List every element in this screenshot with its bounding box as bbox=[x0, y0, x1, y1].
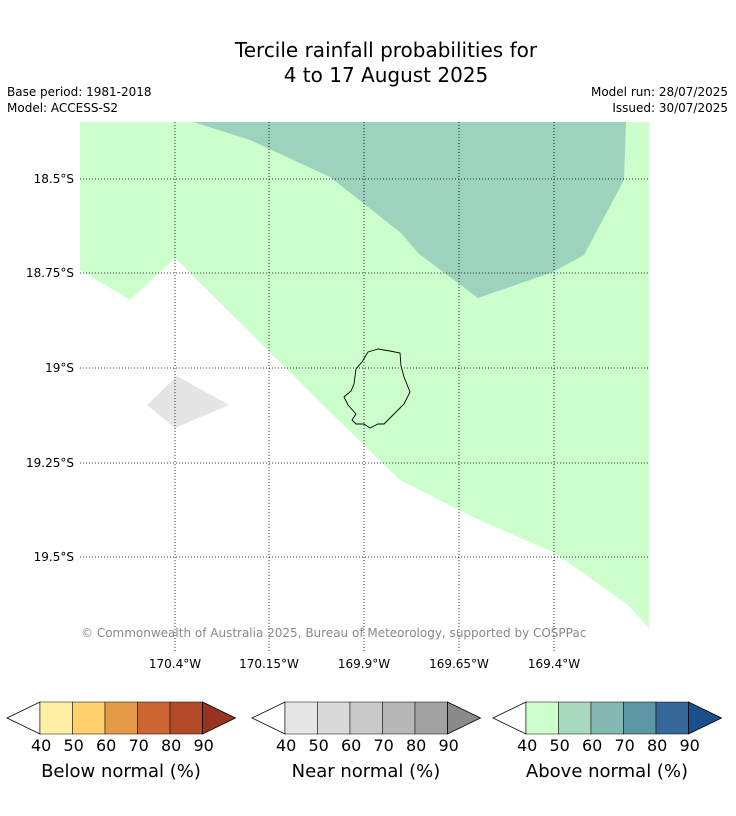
colorbar-swatch bbox=[137, 701, 171, 735]
latitude-label: 18.5°S bbox=[34, 172, 74, 186]
colorbar-min-extension bbox=[492, 701, 527, 735]
map-area bbox=[80, 122, 649, 652]
map: 18.5°S18.75°S19°S19.25°S19.5°S 170.4°W 17… bbox=[26, 122, 649, 671]
colorbar-max-extension bbox=[202, 701, 237, 735]
graticule bbox=[80, 122, 649, 652]
colorbar-swatch bbox=[317, 701, 351, 735]
colorbar-min-extension bbox=[251, 701, 286, 735]
colorbar-tick-label: 90 bbox=[193, 736, 214, 755]
model-run: Model run: 28/07/2025 bbox=[590, 85, 728, 99]
colorbar-tick-label: 90 bbox=[438, 736, 459, 755]
latitude-label: 19.25°S bbox=[26, 456, 74, 470]
island-outline bbox=[343, 348, 411, 429]
colorbar-tick-label: 50 bbox=[549, 736, 570, 755]
colorbar-tick-label: 40 bbox=[276, 736, 297, 755]
colorbar-tick-label: 50 bbox=[308, 736, 329, 755]
base-period: Base period: 1981-2018 bbox=[7, 85, 152, 99]
colorbar-tick-label: 40 bbox=[517, 736, 538, 755]
colorbar-tick-label: 60 bbox=[341, 736, 362, 755]
title-line-2: 4 to 17 August 2025 bbox=[283, 63, 489, 87]
longitude-label: 169.65°W bbox=[429, 657, 489, 671]
colorbar-tick-label: 70 bbox=[614, 736, 635, 755]
colorbar-swatch bbox=[382, 701, 416, 735]
colorbar-tick-label: 70 bbox=[373, 736, 394, 755]
latitude-label: 18.75°S bbox=[26, 266, 74, 280]
legend-below-caption: Below normal (%) bbox=[41, 761, 201, 782]
legend-near-caption: Near normal (%) bbox=[291, 761, 441, 782]
colorbar-swatch bbox=[590, 701, 624, 735]
colorbar-swatch bbox=[39, 701, 73, 735]
latitude-label: 19.5°S bbox=[34, 550, 74, 564]
copyright-note: © Commonwealth of Australia 2025, Bureau… bbox=[81, 626, 586, 640]
colorbar-tick-label: 80 bbox=[647, 736, 668, 755]
legend-above bbox=[492, 701, 723, 735]
longitude-labels: 170.4°W 170.15°W 169.9°W 169.65°W 169.4°W bbox=[149, 657, 580, 671]
colorbar-tick-label: 90 bbox=[679, 736, 700, 755]
colorbar-tick-label: 60 bbox=[96, 736, 117, 755]
colorbar-swatch bbox=[349, 701, 383, 735]
longitude-label: 169.4°W bbox=[528, 657, 580, 671]
colorbar-tick-label: 80 bbox=[406, 736, 427, 755]
colorbar-swatch bbox=[284, 701, 318, 735]
colorbar-swatch bbox=[623, 701, 657, 735]
near-normal-50-region bbox=[147, 376, 229, 428]
legend-above-caption: Above normal (%) bbox=[525, 761, 689, 782]
colorbar-min-extension bbox=[6, 701, 41, 735]
colorbar-swatch bbox=[655, 701, 689, 735]
map-title: Tercile rainfall probabilities for 4 to … bbox=[0, 38, 736, 88]
colorbar-max-extension bbox=[688, 701, 723, 735]
issued-date: Issued: 30/07/2025 bbox=[612, 101, 728, 115]
meta-left: Base period: 1981-2018 Model: ACCESS-S2 bbox=[7, 84, 152, 116]
legend-below bbox=[6, 701, 237, 735]
colorbar-tick-label: 80 bbox=[161, 736, 182, 755]
colorbar-tick-label: 50 bbox=[63, 736, 84, 755]
above-normal-60-region bbox=[193, 122, 626, 298]
latitude-labels: 18.5°S 18.75°S 19°S 19.25°S 19.5°S bbox=[26, 172, 74, 564]
model-name: Model: ACCESS-S2 bbox=[7, 101, 119, 115]
colorbar-max-extension bbox=[447, 701, 482, 735]
longitude-label: 170.15°W bbox=[239, 657, 299, 671]
legend-near bbox=[251, 701, 482, 735]
colorbar-tick-label: 60 bbox=[582, 736, 603, 755]
longitude-label: 170.4°W bbox=[149, 657, 201, 671]
colorbar-swatch bbox=[169, 701, 203, 735]
colorbar-swatch bbox=[558, 701, 592, 735]
colorbar-swatch bbox=[104, 701, 138, 735]
latitude-label: 19°S bbox=[45, 361, 74, 375]
colorbar-swatch bbox=[72, 701, 106, 735]
colorbar-tick-label: 70 bbox=[128, 736, 149, 755]
colorbar-swatch bbox=[525, 701, 559, 735]
colorbar-swatch bbox=[414, 701, 448, 735]
meta-right: Model run: 28/07/2025 Issued: 30/07/2025 bbox=[591, 84, 728, 116]
longitude-label: 169.9°W bbox=[338, 657, 390, 671]
colorbar-tick-label: 40 bbox=[31, 736, 52, 755]
title-line-1: Tercile rainfall probabilities for bbox=[234, 38, 538, 62]
